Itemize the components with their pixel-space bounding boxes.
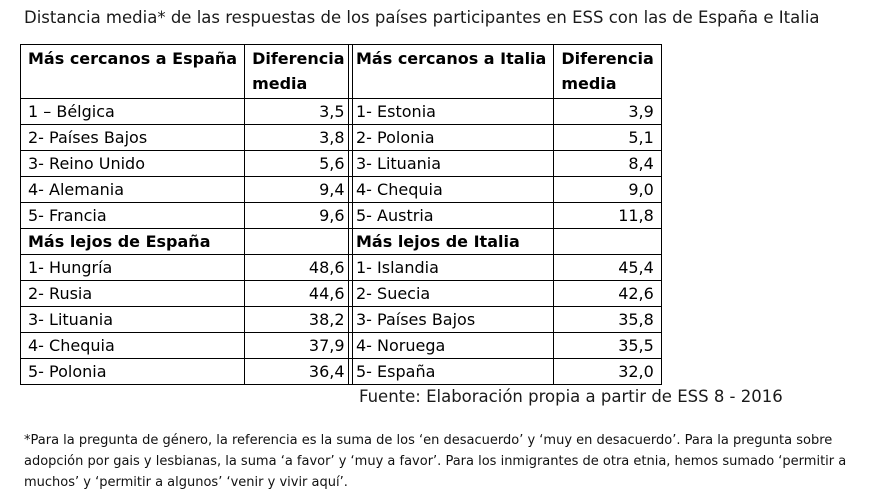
country-cell: 4- Noruega <box>347 332 555 359</box>
italy-farthest-label: Más lejos de Italia <box>347 228 555 255</box>
table-row: 3- Países Bajos 35,8 <box>347 306 662 333</box>
spain-farthest-label: Más lejos de España <box>19 228 246 255</box>
table-row: 3- Lituania 38,2 <box>19 306 353 333</box>
table-row: 1- Hungría 48,6 <box>19 254 353 281</box>
value-cell: 37,9 <box>244 332 353 359</box>
italy-header-row: Más cercanos a Italia Diferencia media <box>347 44 662 99</box>
table-row: 2- Suecia 42,6 <box>347 280 662 307</box>
country-cell: 4- Chequia <box>347 176 555 203</box>
table-row: 2- Polonia 5,1 <box>347 124 662 151</box>
value-cell: 11,8 <box>553 202 662 229</box>
table-row: 3- Reino Unido 5,6 <box>19 150 353 177</box>
table-row: 3- Lituania 8,4 <box>347 150 662 177</box>
table-row: 2- Países Bajos 3,8 <box>19 124 353 151</box>
country-cell: 5- Francia <box>19 202 246 229</box>
country-cell: 2- Rusia <box>19 280 246 307</box>
country-cell: 1 – Bélgica <box>19 98 246 125</box>
spain-header-difference-line1: Diferencia <box>252 49 345 68</box>
italy-header-difference-line1: Diferencia <box>561 49 654 68</box>
table-row: 4- Chequia 37,9 <box>19 332 353 359</box>
country-cell: 1- Islandia <box>347 254 555 281</box>
country-cell: 2- Polonia <box>347 124 555 151</box>
empty-cell <box>244 228 353 255</box>
source-note: Fuente: Elaboración propia a partir de E… <box>359 387 783 406</box>
table-row: 1- Islandia 45,4 <box>347 254 662 281</box>
country-cell: 5- España <box>347 358 555 385</box>
footnote: *Para la pregunta de género, la referenc… <box>24 433 847 490</box>
value-cell: 3,8 <box>244 124 353 151</box>
italy-header-countries: Más cercanos a Italia <box>347 44 555 99</box>
value-cell: 32,0 <box>553 358 662 385</box>
value-cell: 3,9 <box>553 98 662 125</box>
value-cell: 3,5 <box>244 98 353 125</box>
country-cell: 2- Países Bajos <box>19 124 246 151</box>
value-cell: 36,4 <box>244 358 353 385</box>
country-cell: 4- Alemania <box>19 176 246 203</box>
document-title: Distancia media* de las respuestas de lo… <box>24 8 820 27</box>
country-cell: 3- Reino Unido <box>19 150 246 177</box>
spain-farthest-subheader: Más lejos de España <box>19 228 353 255</box>
italy-header-difference-line2: media <box>561 74 617 93</box>
country-cell: 3- Lituania <box>19 306 246 333</box>
value-cell: 5,6 <box>244 150 353 177</box>
table-row: 4- Chequia 9,0 <box>347 176 662 203</box>
table-row: 4- Alemania 9,4 <box>19 176 353 203</box>
value-cell: 35,5 <box>553 332 662 359</box>
table-row: 5- Austria 11,8 <box>347 202 662 229</box>
country-cell: 1- Estonia <box>347 98 555 125</box>
italy-farthest-subheader: Más lejos de Italia <box>347 228 662 255</box>
value-cell: 44,6 <box>244 280 353 307</box>
value-cell: 42,6 <box>553 280 662 307</box>
country-cell: 5- Austria <box>347 202 555 229</box>
table-row: 4- Noruega 35,5 <box>347 332 662 359</box>
country-cell: 4- Chequia <box>19 332 246 359</box>
table-row: 5- Polonia 36,4 <box>19 358 353 385</box>
spain-header-row: Más cercanos a España Diferencia media <box>19 44 353 99</box>
value-cell: 5,1 <box>553 124 662 151</box>
spain-table: Más cercanos a España Diferencia media 1 … <box>19 44 353 385</box>
value-cell: 8,4 <box>553 150 662 177</box>
spain-header-countries: Más cercanos a España <box>19 44 246 99</box>
country-cell: 2- Suecia <box>347 280 555 307</box>
table-row: 1- Estonia 3,9 <box>347 98 662 125</box>
value-cell: 48,6 <box>244 254 353 281</box>
spain-header-difference: Diferencia media <box>244 44 353 99</box>
table-row: 2- Rusia 44,6 <box>19 280 353 307</box>
value-cell: 38,2 <box>244 306 353 333</box>
value-cell: 35,8 <box>553 306 662 333</box>
italy-header-difference: Diferencia media <box>553 44 662 99</box>
empty-cell <box>553 228 662 255</box>
value-cell: 45,4 <box>553 254 662 281</box>
spain-header-difference-line2: media <box>252 74 308 93</box>
country-cell: 1- Hungría <box>19 254 246 281</box>
italy-table: Más cercanos a Italia Diferencia media 1-… <box>347 44 662 385</box>
value-cell: 9,6 <box>244 202 353 229</box>
table-row: 1 – Bélgica 3,5 <box>19 98 353 125</box>
country-cell: 5- Polonia <box>19 358 246 385</box>
table-row: 5- España 32,0 <box>347 358 662 385</box>
value-cell: 9,0 <box>553 176 662 203</box>
table-row: 5- Francia 9,6 <box>19 202 353 229</box>
value-cell: 9,4 <box>244 176 353 203</box>
country-cell: 3- Países Bajos <box>347 306 555 333</box>
country-cell: 3- Lituania <box>347 150 555 177</box>
